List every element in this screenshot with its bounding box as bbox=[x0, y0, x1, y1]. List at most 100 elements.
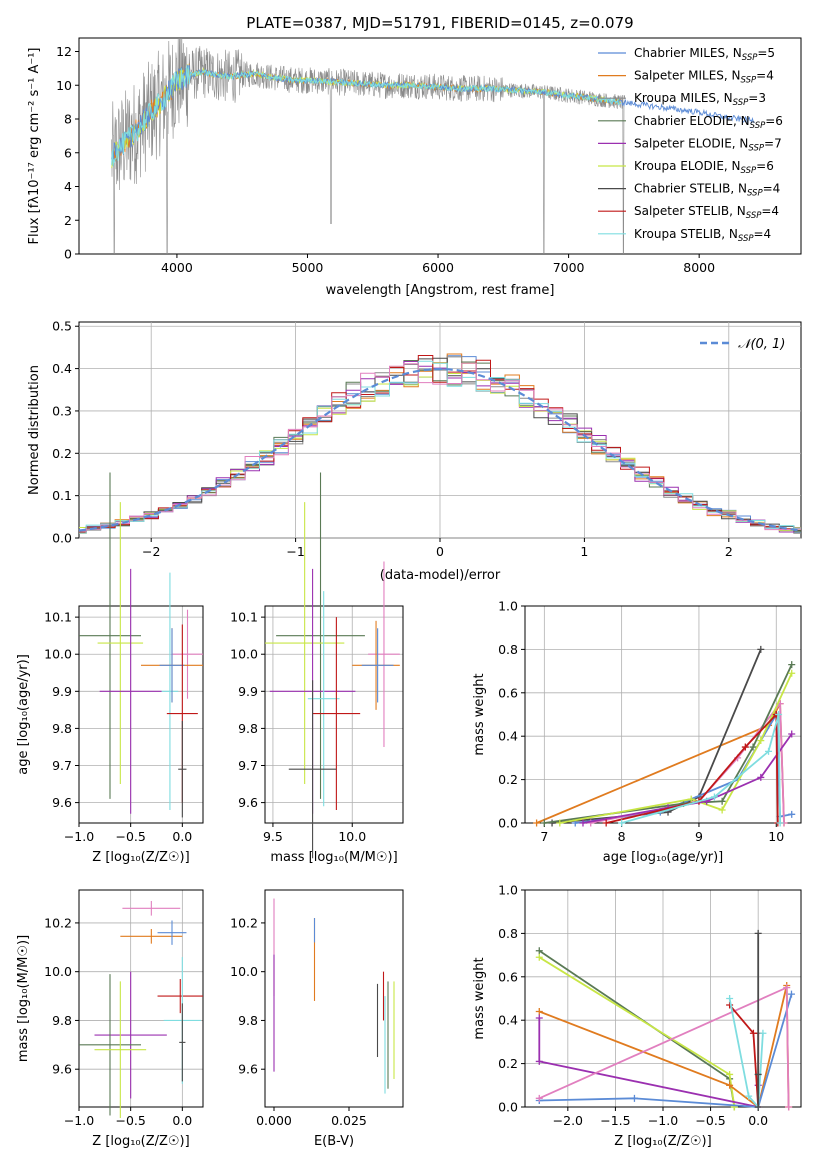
y-tick-label: 9.6 bbox=[52, 1062, 72, 1077]
errorbar-point bbox=[179, 1003, 186, 1082]
axes-frame bbox=[264, 605, 404, 824]
errorbar-point bbox=[312, 617, 361, 811]
y-tick-label: 10.2 bbox=[230, 915, 258, 930]
y-tick-label: 10.1 bbox=[44, 610, 72, 625]
y-tick-label: 0.2 bbox=[498, 1056, 518, 1071]
x-axis-label: mass [log₁₀(M/M☉)] bbox=[270, 850, 397, 865]
x-tick-label: 4000 bbox=[161, 260, 193, 275]
legend-count: =3 bbox=[748, 91, 766, 105]
weight-point-marker bbox=[754, 929, 762, 937]
age-weight-panel: 7 8 9 10 0.0 0.2 0.4 0.6 0.8 1.0 age [log₁₀(age/yr… bbox=[472, 599, 802, 865]
weight-point-marker bbox=[602, 819, 610, 827]
errorbar-point bbox=[265, 502, 345, 785]
y-tick-label: 0.0 bbox=[52, 531, 72, 546]
x-tick-label: 6000 bbox=[422, 260, 454, 275]
errorbar-point bbox=[368, 561, 400, 747]
residual-xlabel: (data-model)/error bbox=[380, 568, 501, 583]
weight-point-marker bbox=[556, 819, 564, 827]
legend-subscript: SSP bbox=[750, 121, 766, 131]
legend-text: Chabrier ELODIE, N bbox=[634, 114, 750, 128]
errorbar-point bbox=[172, 609, 203, 699]
weight-point-marker bbox=[759, 1029, 767, 1037]
x-tick-label: −1.5 bbox=[600, 1113, 630, 1128]
y-tick-label: 4 bbox=[64, 179, 72, 194]
legend-text: Salpeter STELIB, N bbox=[634, 204, 746, 218]
normal-legend-label: 𝒩(0, 1) bbox=[738, 337, 785, 352]
x-tick-label: 7 bbox=[540, 829, 548, 844]
x-tick-label: −0.5 bbox=[115, 829, 145, 844]
weight-point-marker bbox=[726, 1070, 734, 1078]
y-axis-label: mass weight bbox=[472, 957, 487, 1039]
spectrum-axes: 4000 5000 6000 7000 8000 0 2 4 6 8 10 12 bbox=[56, 44, 715, 275]
residual-panel: −2 −1 0 1 2 0.0 0.1 0.2 0.3 0.4 0.5 (data-model)/e… bbox=[27, 319, 802, 583]
histogram-step-line bbox=[79, 362, 801, 532]
legend-text: Kroupa STELIB, N bbox=[634, 227, 738, 241]
x-tick-label: 0.0 bbox=[172, 1113, 192, 1128]
y-tick-label: 0.8 bbox=[498, 642, 518, 657]
x-tick-label: −1.0 bbox=[648, 1113, 678, 1128]
y-tick-label: 0.2 bbox=[52, 446, 72, 461]
y-tick-label: 1.0 bbox=[498, 883, 518, 898]
errorbar-point bbox=[122, 900, 181, 916]
weight-point-marker bbox=[785, 1103, 793, 1111]
y-axis-label: age [log₁₀(age/yr)] bbox=[16, 654, 31, 775]
weight-point-marker bbox=[726, 1081, 734, 1089]
x-tick-label: −2.0 bbox=[553, 1113, 583, 1128]
weight-series-line bbox=[605, 712, 779, 824]
y-tick-label: 0.0 bbox=[498, 816, 518, 831]
weight-point-marker bbox=[765, 747, 773, 755]
errorbar-point bbox=[99, 568, 162, 814]
spectrum-title: PLATE=0387, MJD=51791, FIBERID=0145, z=0… bbox=[246, 14, 633, 32]
weight-series-line bbox=[538, 986, 790, 1108]
weight-series-line bbox=[544, 664, 793, 824]
x-tick-label: 8000 bbox=[683, 260, 715, 275]
model-spectrum-line bbox=[111, 64, 755, 166]
weight-point-marker bbox=[788, 669, 796, 677]
mass-age-panel: 9.5 10.0 9.6 9.7 9.8 9.9 10.0 10.1 mass [log₁₀(M… bbox=[230, 472, 404, 865]
y-tick-label: 6 bbox=[64, 145, 72, 160]
weight-point-marker bbox=[787, 990, 795, 998]
x-axis-label: Z [log₁₀(Z/Z☉)] bbox=[92, 1134, 189, 1149]
x-tick-label: 9 bbox=[695, 829, 703, 844]
x-tick-label: −1 bbox=[286, 544, 304, 559]
x-axis-label: age [log₁₀(age/yr)] bbox=[603, 850, 724, 865]
y-tick-label: 12 bbox=[56, 44, 72, 59]
y-tick-label: 9.7 bbox=[238, 758, 258, 773]
weight-point-marker bbox=[754, 1070, 762, 1078]
y-tick-label: 0.6 bbox=[498, 685, 518, 700]
y-tick-label: 0.6 bbox=[498, 969, 518, 984]
spectrum-legend: Chabrier MILES, NSSP=5 Salpeter MILES, N S… bbox=[598, 46, 783, 244]
legend-count: =4 bbox=[756, 69, 774, 83]
legend-entry: Chabrier STELIB, NSSP=4 bbox=[634, 182, 780, 199]
x-tick-label: 2 bbox=[725, 544, 733, 559]
weight-point-marker bbox=[718, 806, 726, 814]
weight-point-marker bbox=[687, 795, 695, 803]
x-tick-label: 9.5 bbox=[263, 829, 283, 844]
y-tick-label: 10 bbox=[56, 78, 72, 93]
legend-entry: Chabrier MILES, NSSP=5 bbox=[634, 46, 775, 63]
weight-point-marker bbox=[776, 819, 784, 827]
y-tick-label: 0.4 bbox=[498, 1013, 518, 1028]
y-tick-label: 10.0 bbox=[230, 647, 258, 662]
weight-point-marker bbox=[718, 797, 726, 805]
legend-entry: Kroupa ELODIE, NSSP=6 bbox=[634, 159, 774, 176]
weight-point-marker bbox=[754, 1103, 762, 1111]
legend-count: =6 bbox=[765, 114, 783, 128]
weight-point-marker bbox=[757, 737, 765, 745]
y-tick-label: 9.7 bbox=[52, 758, 72, 773]
axes-frame bbox=[264, 889, 404, 1108]
legend-subscript: SSP bbox=[748, 143, 764, 153]
legend-text: Salpeter ELODIE, N bbox=[634, 136, 748, 150]
y-tick-label: 9.8 bbox=[52, 721, 72, 736]
legend-text: Salpeter MILES, N bbox=[634, 69, 741, 83]
x-tick-label: 7000 bbox=[553, 260, 585, 275]
x-tick-label: 0.0 bbox=[172, 829, 192, 844]
y-tick-label: 0.4 bbox=[52, 361, 72, 376]
y-axis-label: mass weight bbox=[472, 673, 487, 755]
weight-point-marker bbox=[775, 711, 783, 718]
weight-series-line bbox=[538, 950, 736, 1108]
weight-point-marker bbox=[757, 773, 765, 781]
weight-point-marker bbox=[535, 947, 543, 955]
legend-count: =4 bbox=[754, 227, 772, 241]
